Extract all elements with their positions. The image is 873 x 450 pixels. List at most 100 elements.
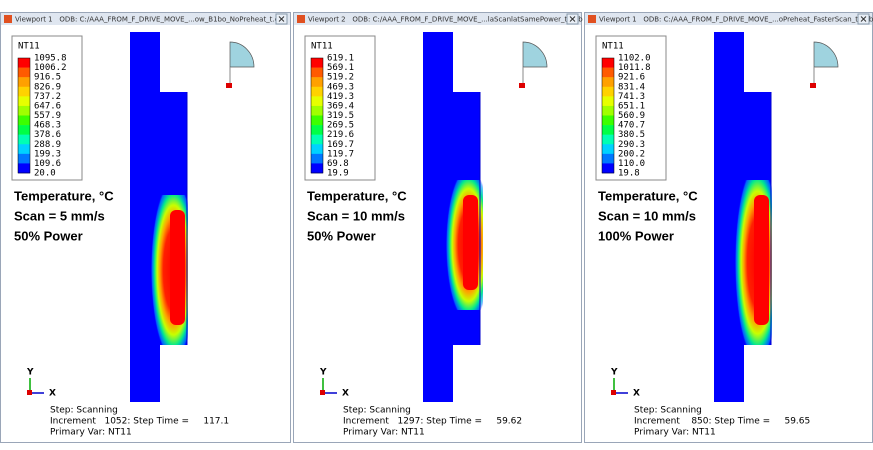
legend-label: 69.8 [327, 159, 349, 169]
legend-band [18, 134, 30, 145]
legend-label: 20.0 [34, 169, 56, 179]
legend-band [18, 125, 30, 135]
legend-band [18, 77, 30, 88]
view-origin [519, 83, 525, 88]
heat-core [170, 210, 185, 325]
legend-label: 110.0 [618, 159, 645, 169]
legend-label: 647.6 [34, 101, 61, 111]
legend-label: 470.7 [618, 121, 645, 131]
view-cube [229, 41, 255, 68]
legend-label: 380.5 [618, 130, 645, 140]
legend-band [602, 134, 614, 145]
legend-label: 560.9 [618, 111, 645, 121]
legend-label: 1011.8 [618, 63, 651, 73]
heat-core [754, 195, 769, 325]
legend-label: 1095.8 [34, 54, 67, 64]
axis-label-x: X [633, 389, 640, 399]
legend-band [602, 67, 614, 78]
annotation: 100% Power [598, 228, 674, 243]
legend-label: 369.4 [327, 101, 354, 111]
viewport-title: Viewport 1 ODB: C:/AAA_FROM_F_DRIVE_MOVE… [15, 16, 288, 24]
axis-label-x: X [49, 389, 56, 399]
viewport-title: Viewport 1 ODB: C:/AAA_FROM_F_DRIVE_MOVE… [599, 16, 873, 24]
legend-band [18, 58, 30, 68]
axis-origin [611, 390, 616, 395]
legend-band [311, 77, 323, 88]
legend-title: NT11 [311, 42, 333, 52]
legend-label: 269.5 [327, 121, 354, 131]
legend-outline [17, 57, 31, 174]
legend-label: 19.8 [618, 169, 640, 179]
legend-band [602, 96, 614, 107]
axis-label-y: Y [319, 368, 327, 378]
title-icon [588, 15, 596, 23]
legend-label: 741.3 [618, 92, 645, 102]
legend-band [311, 58, 323, 68]
legend-label: 468.3 [34, 121, 61, 131]
legend-band [18, 153, 30, 164]
legend-band [311, 67, 323, 78]
legend-band [311, 125, 323, 135]
view-origin [226, 83, 232, 88]
legend-label: 1006.2 [34, 63, 67, 73]
legend-band [18, 115, 30, 126]
legend-label: 619.1 [327, 54, 354, 64]
axis-label-x: X [342, 389, 349, 399]
view-origin [810, 83, 816, 88]
legend-band [602, 115, 614, 126]
annotation: 50% Power [307, 228, 376, 243]
title-icon [297, 15, 305, 23]
legend-label: 200.2 [618, 149, 645, 159]
legend-outline [601, 57, 615, 174]
legend-band [311, 134, 323, 145]
status-line: Primary Var: NT11 [50, 428, 132, 438]
legend-label: 916.5 [34, 73, 61, 83]
viewport: Viewport 2 ODB: C:/AAA_FROM_F_DRIVE_MOVE… [293, 12, 583, 443]
legend-band [602, 153, 614, 164]
status-line: Increment 1297: Step Time = 59.62 [343, 417, 522, 427]
status-line: Primary Var: NT11 [343, 428, 425, 438]
legend-title: NT11 [18, 42, 40, 52]
legend-label: 319.5 [327, 111, 354, 121]
axis-origin [320, 390, 325, 395]
annotation: Temperature, °C [307, 188, 407, 203]
legend-label: 290.3 [618, 140, 645, 150]
viewport-title: Viewport 2 ODB: C:/AAA_FROM_F_DRIVE_MOVE… [308, 16, 583, 24]
legend-band [311, 96, 323, 107]
legend-band [311, 86, 323, 97]
status-line: Primary Var: NT11 [634, 428, 716, 438]
legend-band [602, 125, 614, 135]
status-line: Step: Scanning [343, 406, 411, 416]
axis-label-y: Y [610, 368, 618, 378]
legend-band [311, 144, 323, 155]
title-bar [1, 13, 290, 25]
close-icon [569, 16, 576, 22]
view-cube [522, 41, 548, 68]
legend-label: 557.9 [34, 111, 61, 121]
legend-band [311, 153, 323, 164]
legend-band [18, 86, 30, 97]
title-bar [585, 13, 872, 25]
legend-label: 737.2 [34, 92, 61, 102]
legend-label: 119.7 [327, 149, 354, 159]
annotation: Temperature, °C [14, 188, 114, 203]
legend-label: 921.6 [618, 73, 645, 83]
axis-label-y: Y [26, 368, 34, 378]
legend-band [602, 58, 614, 68]
axis-origin [27, 390, 32, 395]
legend-band [18, 105, 30, 116]
legend-label: 288.9 [34, 140, 61, 150]
annotation: 50% Power [14, 228, 83, 243]
legend-band [311, 115, 323, 126]
legend-label: 651.1 [618, 101, 645, 111]
legend-label: 569.1 [327, 63, 354, 73]
status-line: Increment 1052: Step Time = 117.1 [50, 417, 229, 427]
legend-band [602, 163, 614, 174]
legend-band [18, 67, 30, 78]
legend-label: 826.9 [34, 82, 61, 92]
legend-title: NT11 [602, 42, 624, 52]
legend-label: 199.3 [34, 149, 61, 159]
legend-label: 519.2 [327, 73, 354, 83]
legend-band [311, 105, 323, 116]
